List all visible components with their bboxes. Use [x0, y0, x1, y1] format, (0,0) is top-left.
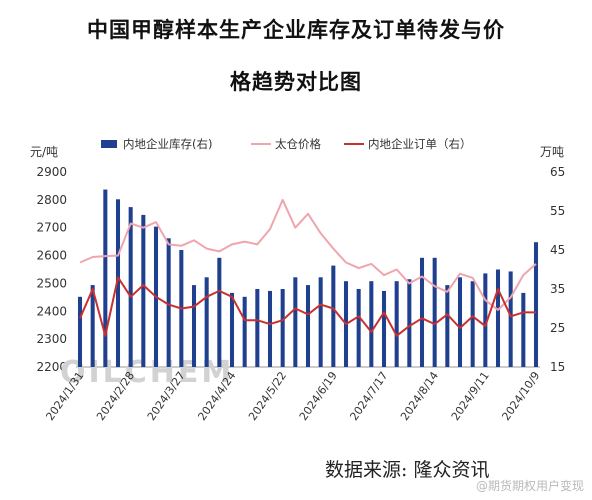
inventory-bar	[470, 281, 475, 367]
legend-label-price: 太仓价格	[275, 137, 321, 151]
inventory-bar	[369, 281, 374, 367]
inventory-bar	[204, 277, 209, 367]
inventory-bar	[280, 289, 285, 367]
right-tick-label: 15	[550, 360, 565, 374]
left-axis-unit: 元/吨	[30, 145, 58, 159]
left-tick-label: 2300	[36, 332, 67, 346]
inventory-bar	[356, 289, 361, 367]
left-tick-label: 2400	[36, 304, 67, 318]
inventory-bar	[381, 290, 387, 367]
inventory-bar	[508, 271, 513, 367]
inventory-bar	[90, 285, 95, 367]
inventory-bar	[128, 207, 133, 367]
right-tick-label: 25	[550, 321, 565, 335]
data-source-label: 数据来源: 隆众资讯	[325, 459, 490, 481]
inventory-bar	[305, 285, 311, 367]
oilchem-watermark: OILCHEM	[60, 355, 234, 390]
inventory-bar	[331, 265, 336, 367]
inventory-bar	[217, 257, 222, 367]
right-tick-label: 55	[550, 204, 565, 218]
x-tick-label: 2024/9/11	[449, 369, 492, 423]
inventory-bar	[293, 277, 298, 367]
inventory-bar	[267, 290, 273, 367]
x-tick-label: 2024/7/17	[347, 369, 390, 423]
inventory-bar	[521, 292, 526, 367]
right-tick-label: 35	[550, 282, 565, 296]
inventory-bar	[445, 285, 450, 367]
inventory-bar	[103, 189, 108, 367]
inventory-bar	[255, 289, 260, 367]
left-tick-label: 2600	[36, 249, 67, 263]
inventory-bar	[318, 277, 323, 367]
inventory-bar	[419, 257, 425, 367]
inventory-bar	[191, 285, 197, 367]
taicang-price-line	[79, 198, 537, 311]
inventory-bar	[166, 238, 171, 367]
inventory-bar	[533, 242, 539, 367]
inventory-bar	[77, 296, 83, 367]
inventory-bar	[229, 292, 235, 367]
inventory-bar	[457, 277, 463, 367]
x-tick-label: 2024/5/22	[246, 369, 289, 423]
left-tick-label: 2700	[36, 221, 67, 235]
left-tick-label: 2500	[36, 276, 67, 290]
inventory-bar	[432, 257, 437, 367]
legend-swatch-inventory	[101, 140, 117, 148]
inventory-bar	[115, 199, 121, 367]
inventory-bar	[242, 296, 247, 367]
inventory-bar	[394, 281, 399, 367]
x-tick-label: 2024/10/9	[499, 369, 542, 423]
x-tick-label: 2024/6/19	[297, 369, 340, 423]
inventory-bar	[495, 269, 501, 367]
left-tick-label: 2800	[36, 193, 67, 207]
right-tick-label: 65	[550, 165, 565, 179]
inventory-bar	[141, 214, 146, 367]
legend-label-inventory: 内地企业库存(右)	[123, 137, 212, 151]
left-tick-label: 2900	[36, 165, 67, 179]
right-axis-unit: 万吨	[540, 145, 564, 159]
chart-title-line-2: 格趋势对比图	[230, 70, 362, 94]
right-tick-label: 45	[550, 243, 565, 257]
inventory-bar	[407, 279, 412, 367]
left-tick-label: 2200	[36, 360, 67, 374]
order-line	[79, 276, 536, 337]
weibo-watermark: @期货期权用户变现	[475, 479, 584, 493]
chart-title-line-1: 中国甲醇样本生产企业库存及订单待发与价	[87, 18, 505, 42]
legend-label-orders: 内地企业订单（右）	[368, 137, 472, 151]
x-tick-label: 2024/8/14	[398, 369, 441, 423]
inventory-bar	[483, 273, 488, 367]
